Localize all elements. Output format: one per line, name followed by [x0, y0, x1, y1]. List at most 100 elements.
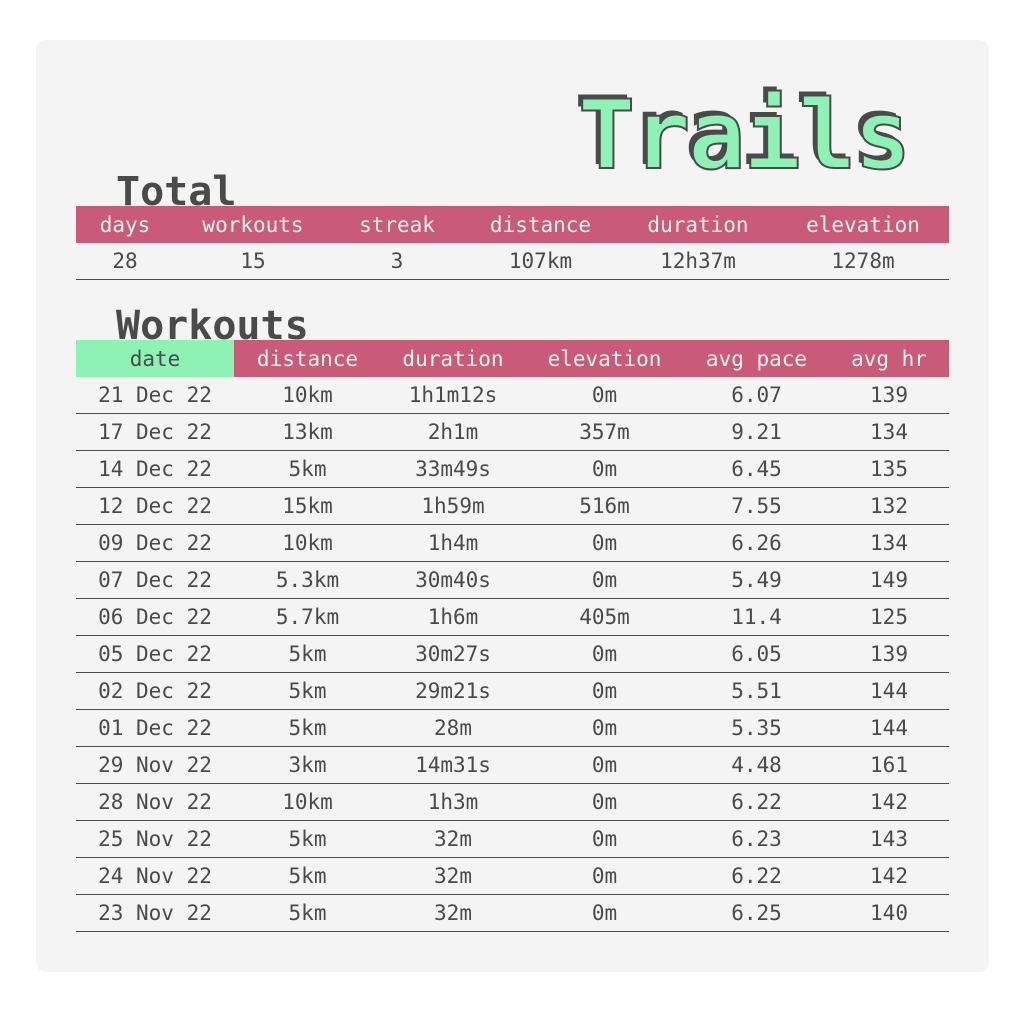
cell-elevation: 0m [525, 783, 684, 821]
table-row: 29 Nov 22 3km 14m31s 0m 4.48 161 [76, 746, 949, 784]
cell-date: 17 Dec 22 [76, 413, 234, 451]
cell-elevation: 0m [525, 561, 684, 599]
cell-date: 24 Nov 22 [76, 857, 234, 895]
cell-avg-pace: 6.45 [684, 450, 829, 488]
cell-avg-pace: 6.25 [684, 894, 829, 932]
sort-header-elevation[interactable]: elevation [525, 340, 684, 377]
cell-date: 07 Dec 22 [76, 561, 234, 599]
cell-duration: 33m49s [381, 450, 525, 488]
sort-header-avg-pace[interactable]: avg pace [684, 340, 829, 377]
totals-values-row: 28 15 3 107km 12h37m 1278m [76, 243, 949, 280]
cell-date: 25 Nov 22 [76, 820, 234, 858]
cell-avg-pace: 6.23 [684, 820, 829, 858]
cell-avg-hr: 134 [829, 524, 949, 562]
table-row: 17 Dec 22 13km 2h1m 357m 9.21 134 [76, 413, 949, 451]
table-row: 02 Dec 22 5km 29m21s 0m 5.51 144 [76, 672, 949, 710]
cell-avg-pace: 4.48 [684, 746, 829, 784]
totals-table: days workouts streak distance duration e… [76, 206, 949, 280]
cell-date: 06 Dec 22 [76, 598, 234, 636]
totals-header-elevation: elevation [777, 206, 949, 243]
cell-date: 29 Nov 22 [76, 746, 234, 784]
cell-elevation: 405m [525, 598, 684, 636]
cell-date: 23 Nov 22 [76, 894, 234, 932]
totals-value-streak: 3 [332, 243, 462, 280]
cell-avg-hr: 139 [829, 635, 949, 673]
workouts-table: date distance duration elevation avg pac… [76, 340, 949, 932]
table-row: 09 Dec 22 10km 1h4m 0m 6.26 134 [76, 524, 949, 562]
totals-header-days: days [76, 206, 174, 243]
cell-avg-hr: 143 [829, 820, 949, 858]
cell-avg-pace: 5.51 [684, 672, 829, 710]
workouts-heading: Workouts [116, 303, 309, 349]
table-row: 21 Dec 22 10km 1h1m12s 0m 6.07 139 [76, 377, 949, 414]
totals-value-days: 28 [76, 243, 174, 280]
cell-duration: 1h59m [381, 487, 525, 525]
table-row: 01 Dec 22 5km 28m 0m 5.35 144 [76, 709, 949, 747]
table-row: 23 Nov 22 5km 32m 0m 6.25 140 [76, 894, 949, 932]
cell-avg-pace: 5.49 [684, 561, 829, 599]
cell-date: 01 Dec 22 [76, 709, 234, 747]
cell-distance: 10km [234, 377, 381, 414]
cell-date: 12 Dec 22 [76, 487, 234, 525]
cell-distance: 5km [234, 820, 381, 858]
cell-avg-hr: 134 [829, 413, 949, 451]
cell-duration: 28m [381, 709, 525, 747]
cell-duration: 14m31s [381, 746, 525, 784]
cell-duration: 1h1m12s [381, 377, 525, 414]
cell-distance: 5km [234, 894, 381, 932]
cell-elevation: 516m [525, 487, 684, 525]
table-row: 14 Dec 22 5km 33m49s 0m 6.45 135 [76, 450, 949, 488]
cell-elevation: 0m [525, 894, 684, 932]
cell-elevation: 0m [525, 672, 684, 710]
totals-header-workouts: workouts [174, 206, 332, 243]
table-row: 28 Nov 22 10km 1h3m 0m 6.22 142 [76, 783, 949, 821]
cell-elevation: 0m [525, 524, 684, 562]
cell-duration: 1h6m [381, 598, 525, 636]
totals-value-distance: 107km [462, 243, 619, 280]
cell-distance: 5km [234, 709, 381, 747]
table-row: 06 Dec 22 5.7km 1h6m 405m 11.4 125 [76, 598, 949, 636]
sort-header-distance[interactable]: distance [234, 340, 381, 377]
cell-date: 05 Dec 22 [76, 635, 234, 673]
cell-avg-hr: 135 [829, 450, 949, 488]
cell-avg-hr: 142 [829, 857, 949, 895]
cell-avg-pace: 5.35 [684, 709, 829, 747]
cell-date: 02 Dec 22 [76, 672, 234, 710]
sort-header-duration[interactable]: duration [381, 340, 525, 377]
sort-header-avg-hr[interactable]: avg hr [829, 340, 949, 377]
cell-avg-hr: 125 [829, 598, 949, 636]
cell-avg-pace: 7.55 [684, 487, 829, 525]
workouts-body: 21 Dec 22 10km 1h1m12s 0m 6.07 139 17 Dec 22 13… [76, 377, 949, 932]
cell-avg-pace: 6.07 [684, 377, 829, 414]
cell-date: 28 Nov 22 [76, 783, 234, 821]
cell-duration: 30m27s [381, 635, 525, 673]
cell-distance: 5km [234, 635, 381, 673]
app-title: Trails [577, 81, 912, 191]
cell-avg-hr: 142 [829, 783, 949, 821]
cell-avg-pace: 6.22 [684, 783, 829, 821]
totals-header-distance: distance [462, 206, 619, 243]
totals-value-duration: 12h37m [619, 243, 777, 280]
cell-date: 21 Dec 22 [76, 377, 234, 414]
cell-avg-hr: 144 [829, 709, 949, 747]
cell-avg-pace: 9.21 [684, 413, 829, 451]
sort-header-date[interactable]: date [76, 340, 234, 377]
cell-avg-hr: 161 [829, 746, 949, 784]
totals-header-duration: duration [619, 206, 777, 243]
cell-avg-hr: 140 [829, 894, 949, 932]
cell-elevation: 0m [525, 746, 684, 784]
cell-avg-hr: 144 [829, 672, 949, 710]
cell-duration: 32m [381, 820, 525, 858]
cell-distance: 5.7km [234, 598, 381, 636]
cell-duration: 32m [381, 857, 525, 895]
cell-duration: 32m [381, 894, 525, 932]
cell-distance: 5km [234, 450, 381, 488]
cell-elevation: 0m [525, 450, 684, 488]
cell-elevation: 357m [525, 413, 684, 451]
cell-avg-hr: 132 [829, 487, 949, 525]
cell-distance: 5km [234, 672, 381, 710]
cell-avg-hr: 149 [829, 561, 949, 599]
table-row: 24 Nov 22 5km 32m 0m 6.22 142 [76, 857, 949, 895]
cell-avg-pace: 6.22 [684, 857, 829, 895]
cell-avg-hr: 139 [829, 377, 949, 414]
